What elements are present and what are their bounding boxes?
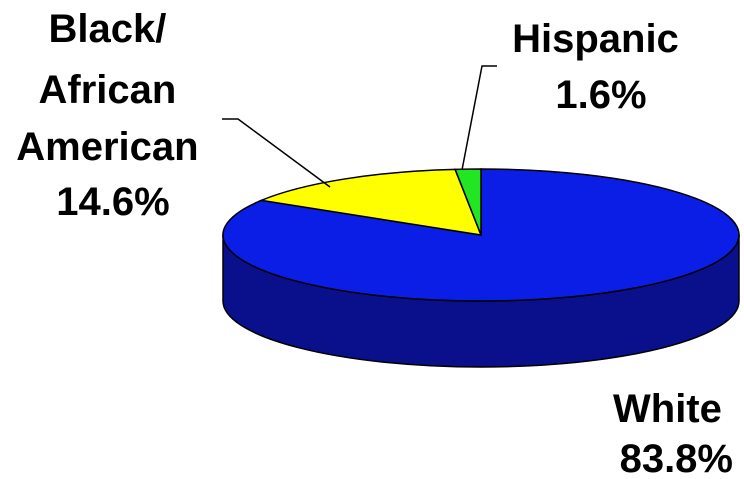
label-white-line-1: White — [613, 387, 722, 431]
label-hispanic: Hispanic 1.6% — [512, 17, 690, 117]
label-black-value: 14.6% — [56, 180, 169, 224]
pie-top-faces — [222, 168, 740, 302]
label-leader-lines — [222, 65, 497, 188]
label-white-value: 83.8% — [620, 437, 733, 479]
label-black-line-2: African — [39, 68, 177, 112]
label-black-line-1: Black/ — [49, 7, 167, 51]
pie-slice-black-african-american — [258, 168, 483, 236]
label-black-line-3: American — [16, 125, 198, 169]
label-black-african-american: Black/ African American 14.6% — [16, 7, 209, 224]
label-hispanic-line-1: Hispanic — [512, 17, 679, 61]
leader-line-black-african-american — [222, 118, 331, 188]
pie-slice-hispanic — [454, 168, 482, 236]
leader-line-hispanic — [461, 65, 497, 171]
label-white: White 83.8% — [613, 387, 733, 479]
label-hispanic-value: 1.6% — [555, 73, 646, 117]
